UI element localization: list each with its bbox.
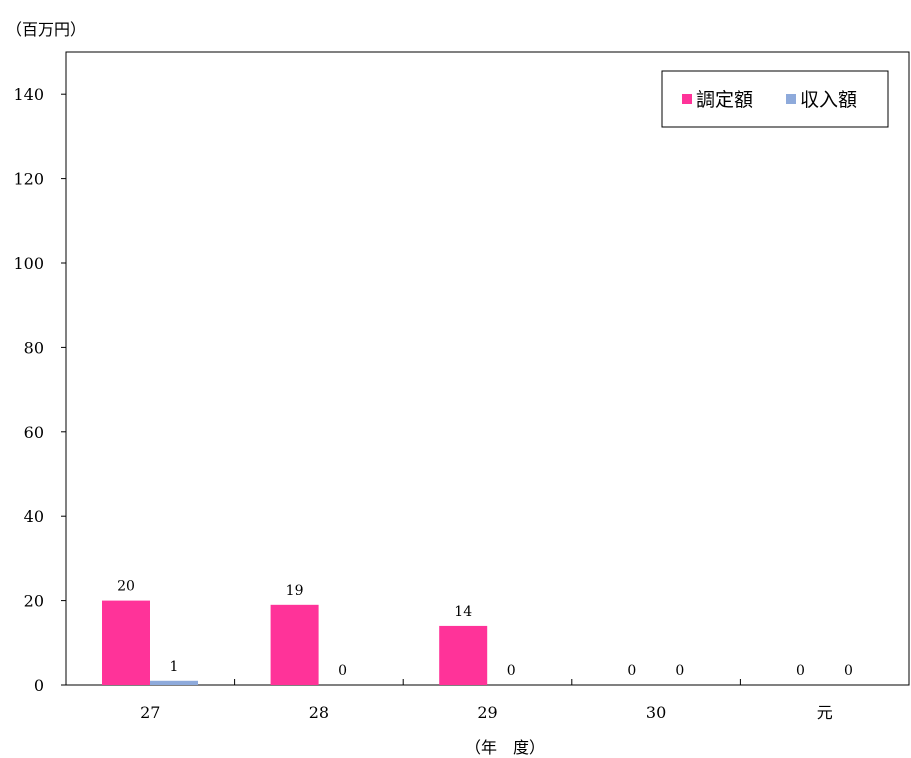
legend-label-調定額: 調定額 [696,89,753,111]
data-label-収入額-30: 0 [675,663,684,679]
y-tick-label-60: 60 [24,423,44,442]
bar-調定額-29 [439,625,488,685]
data-label-収入額-27: 1 [170,659,179,675]
plot-area [65,51,910,686]
x-axis-title: （年 度） [465,738,545,757]
data-label-調定額-29: 14 [454,604,472,620]
legend-label-収入額: 収入額 [800,89,857,111]
x-axis: 27 28 29 30 元 [140,679,833,722]
y-tick-label-80: 80 [24,338,44,357]
bar-調定額-28 [270,604,319,685]
x-tick-label-29: 29 [477,703,497,722]
data-label-収入額-29: 0 [507,663,516,679]
legend-swatch-収入額 [786,94,796,104]
data-label-調定額-元: 0 [796,663,805,679]
y-tick-label-140: 140 [13,85,44,104]
x-tick-label-28: 28 [309,703,329,722]
data-label-調定額-28: 19 [286,583,304,599]
bar-series-group [102,600,488,685]
data-labels-group: 20 19 14 0 0 1 0 0 0 0 [117,579,853,679]
y-tick-label-100: 100 [13,254,44,273]
data-label-収入額-28: 0 [338,663,347,679]
bar-収入額-27 [150,680,198,685]
y-tick-label-20: 20 [24,592,44,611]
y-tick-label-0: 0 [34,676,44,695]
x-tick-label-30: 30 [646,703,666,722]
data-label-調定額-30: 0 [627,663,636,679]
data-label-収入額-元: 0 [844,663,853,679]
y-axis: 0 20 40 60 80 100 120 140 [13,85,66,695]
y-axis-unit-label: （百万円） [6,20,86,39]
x-tick-label-27: 27 [140,703,160,722]
legend-box [661,70,889,128]
bar-調定額-27 [102,600,150,685]
legend: 調定額 収入額 [661,70,889,128]
y-tick-label-120: 120 [13,170,44,189]
y-tick-label-40: 40 [24,507,44,526]
x-tick-label-元: 元 [817,703,833,722]
data-label-調定額-27: 20 [117,579,135,595]
legend-swatch-調定額 [682,94,692,104]
